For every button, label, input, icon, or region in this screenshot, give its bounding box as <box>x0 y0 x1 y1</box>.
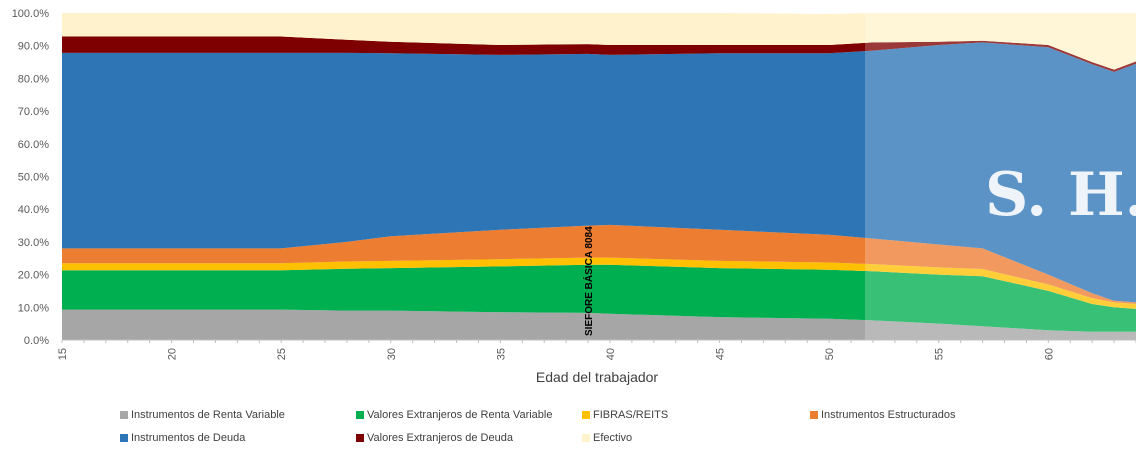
area-series-7 <box>62 13 1136 70</box>
y-tick-label: 50.0% <box>18 172 49 184</box>
watermark-text: S. H. <box>985 160 1136 230</box>
legend-label: Instrumentos de Deuda <box>131 432 246 444</box>
legend-swatch <box>810 411 818 419</box>
legend-swatch <box>120 411 128 419</box>
legend-swatch <box>582 411 590 419</box>
y-tick-label: 70.0% <box>18 106 49 118</box>
x-tick-label: 15 <box>57 348 69 360</box>
legend-swatch <box>356 434 364 442</box>
x-axis-label: Edad del trabajador <box>536 369 659 385</box>
legend-item: Valores Extranjeros de Renta Variable <box>356 409 552 421</box>
y-tick-label: 0.0% <box>24 335 49 347</box>
legend-item: Instrumentos Estructurados <box>810 409 956 421</box>
area-series-5 <box>62 42 1136 303</box>
legend-swatch <box>356 411 364 419</box>
x-tick-label: 30 <box>386 348 398 360</box>
area-series-6 <box>62 36 1136 72</box>
legend-item: FIBRAS/REITS <box>582 409 668 421</box>
area-series-1 <box>62 309 1136 340</box>
x-tick-label: 55 <box>934 348 946 360</box>
x-tick-label: 25 <box>276 348 288 360</box>
x-tick-label: 40 <box>605 348 617 360</box>
x-tick-label: 45 <box>715 348 727 360</box>
watermark: S. H. <box>865 13 1136 343</box>
x-tick-label: 60 <box>1043 348 1055 360</box>
legend-label: Valores Extranjeros de Renta Variable <box>367 409 553 421</box>
legend-label: Valores Extranjeros de Deuda <box>367 432 513 444</box>
area-series-4 <box>62 224 1136 304</box>
area-series-3 <box>62 257 1136 309</box>
legend-label: Efectivo <box>593 432 633 444</box>
y-tick-label: 40.0% <box>18 204 49 216</box>
y-tick-label: 80.0% <box>18 73 49 85</box>
legend-label: FIBRAS/REITS <box>593 409 669 421</box>
legend-label: Instrumentos Estructurados <box>821 409 956 421</box>
x-tick-label: 20 <box>167 348 179 360</box>
chart-annotation: SIEFORE BÁSICA 8084 <box>582 226 595 336</box>
y-tick-label: 60.0% <box>18 139 49 151</box>
x-tick-label: 35 <box>495 348 507 360</box>
axes-group: 15 20 25 30 35 40 45 50 55 60 0.0% 10.0% 20.0% 30.0% 4… <box>12 8 1136 360</box>
y-tick-label: 90.0% <box>18 41 49 53</box>
y-tick-label: 30.0% <box>18 237 49 249</box>
legend-swatch <box>120 434 128 442</box>
y-tick-label: 10.0% <box>18 302 49 314</box>
legend-label: Instrumentos de Renta Variable <box>131 409 285 421</box>
legend-item: Instrumentos de Deuda <box>120 432 245 444</box>
chart-legend: Instrumentos de Renta Variable Valores Ex… <box>120 406 1020 450</box>
y-tick-label: 20.0% <box>18 270 49 282</box>
x-tick-label: 50 <box>824 348 836 360</box>
area-series-2 <box>62 264 1136 332</box>
area-series-group <box>62 13 1136 340</box>
legend-item: Valores Extranjeros de Deuda <box>356 432 513 444</box>
y-tick-label: 100.0% <box>12 8 50 20</box>
legend-item: Instrumentos de Renta Variable <box>120 409 285 421</box>
watermark-band <box>865 13 1136 343</box>
legend-swatch <box>582 434 590 442</box>
legend-item: Efectivo <box>582 432 632 444</box>
